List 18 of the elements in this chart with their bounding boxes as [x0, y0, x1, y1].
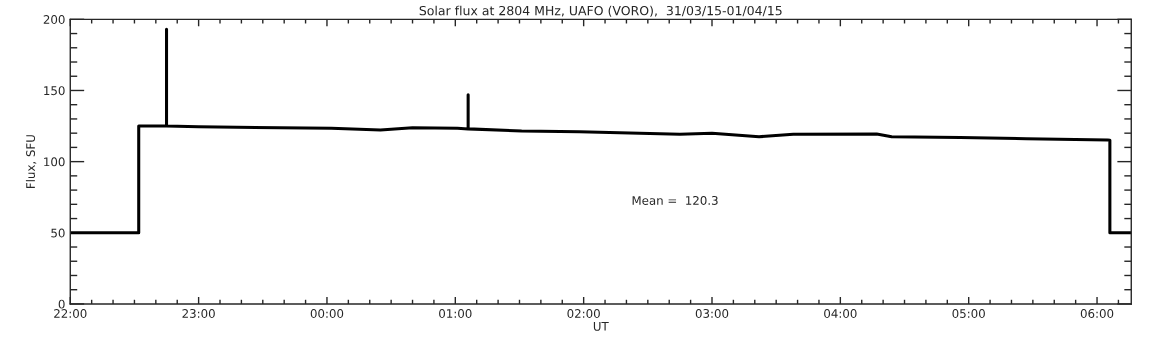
- x-axis-title: UT: [593, 321, 609, 331]
- x-tick-label: 04:00: [824, 309, 857, 318]
- y-tick-label: 100: [44, 157, 65, 167]
- y-tick-label: 200: [43, 15, 65, 24]
- x-tick-label: 06:00: [1080, 309, 1114, 318]
- annotation: Mean = 120.3: [632, 195, 718, 205]
- x-tick-label: 00:00: [310, 309, 344, 318]
- y-axis-title: Flux, SFU: [25, 135, 37, 188]
- y-tick-label: 50: [51, 228, 65, 238]
- y-tick-label: 150: [44, 86, 65, 96]
- x-tick-label: 02:00: [567, 309, 600, 318]
- x-tick-label: 03:00: [695, 309, 729, 318]
- x-tick-label: 01:00: [439, 309, 472, 318]
- y-tick-label: 0: [58, 299, 65, 309]
- x-tick-label: 22:00: [54, 309, 87, 318]
- x-tick-label: 05:00: [952, 309, 985, 318]
- chart-title: Solar flux at 2804 MHz, UAFO (VORO), 31/03/15-01/04/15: [419, 5, 782, 17]
- x-tick-label: 23:00: [182, 309, 215, 318]
